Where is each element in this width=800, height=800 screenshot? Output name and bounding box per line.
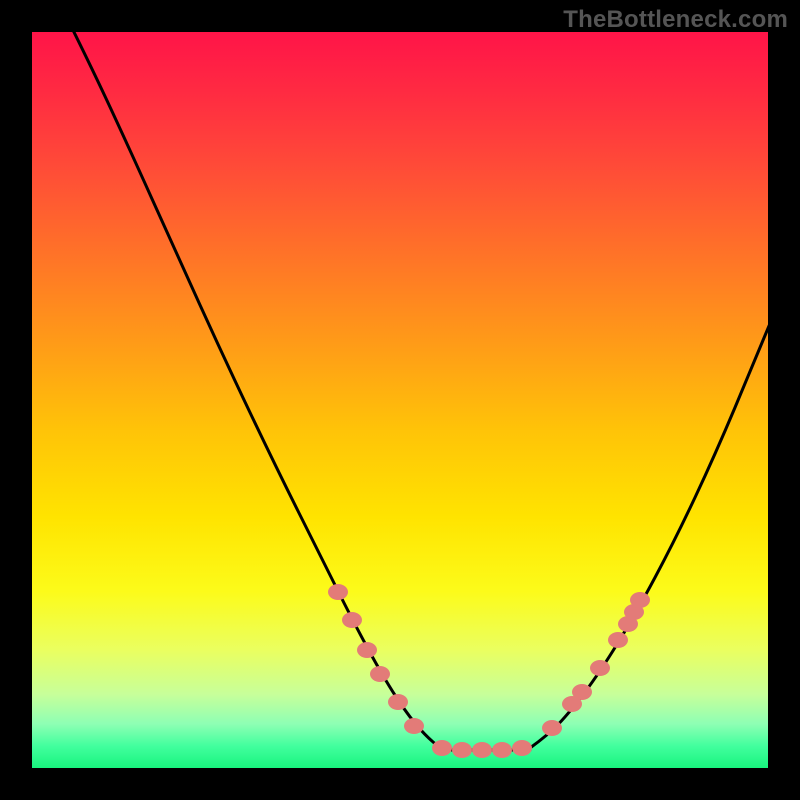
data-dot [452, 742, 472, 758]
data-dot [472, 742, 492, 758]
data-dot [432, 740, 452, 756]
data-dot [590, 660, 610, 676]
data-dot [404, 718, 424, 734]
chart-frame: TheBottleneck.com [0, 0, 800, 800]
gradient-background [32, 32, 768, 768]
data-dot [328, 584, 348, 600]
bottleneck-chart [0, 0, 800, 800]
data-dot [342, 612, 362, 628]
data-dot [542, 720, 562, 736]
data-dot [572, 684, 592, 700]
data-dot [512, 740, 532, 756]
data-dot [357, 642, 377, 658]
data-dot [492, 742, 512, 758]
data-dot [630, 592, 650, 608]
watermark-text: TheBottleneck.com [563, 6, 788, 34]
data-dot [388, 694, 408, 710]
data-dot [370, 666, 390, 682]
data-dot [608, 632, 628, 648]
